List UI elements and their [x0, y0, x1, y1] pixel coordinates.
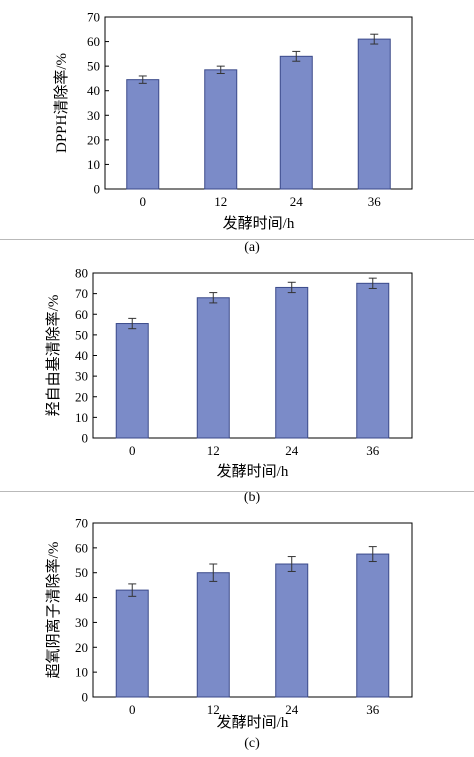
bar [196, 572, 230, 698]
y-tick-label: 10 [75, 665, 88, 680]
x-tick-label: 0 [129, 443, 136, 458]
x-tick-label: 24 [285, 443, 299, 458]
y-tick-label: 50 [75, 565, 88, 580]
y-tick-label: 50 [75, 327, 88, 342]
y-tick-label: 10 [75, 410, 88, 425]
x-tick-label: 36 [368, 194, 382, 209]
y-tick-label: 20 [75, 640, 88, 655]
y-tick-label: 20 [87, 132, 100, 147]
y-tick-label: 60 [75, 540, 88, 555]
bar [275, 286, 309, 439]
bar [357, 38, 391, 190]
bar [126, 79, 160, 190]
y-tick-label: 40 [75, 590, 88, 605]
y-tick-label: 40 [87, 83, 100, 98]
y-tick-label: 0 [82, 431, 89, 446]
y-tick-label: 70 [75, 516, 88, 531]
plot-frame [104, 16, 413, 190]
bar [204, 69, 238, 190]
y-tick-label: 70 [87, 10, 100, 25]
x-tick-label: 0 [129, 702, 136, 717]
chart-panel-b: 0 10 20 30 40 50 60 70 80 0 12 24 36 发酵时间/h 羟自由基清除率/% (… [45, 266, 413, 505]
bar [115, 589, 149, 698]
bar [356, 282, 390, 439]
panel-label: (a) [244, 240, 260, 255]
x-tick-label: 24 [285, 702, 299, 717]
y-tick-label: 40 [75, 348, 88, 363]
y-tick-label: 80 [75, 266, 88, 281]
y-tick-label: 70 [75, 286, 88, 301]
panel-divider [0, 491, 474, 492]
plot-frame [92, 522, 413, 698]
y-tick-label: 10 [87, 157, 100, 172]
y-tick-label: 30 [87, 108, 100, 123]
bar [279, 55, 313, 190]
y-axis-title: 超氧阴离子清除率/% [45, 542, 62, 679]
x-tick-label: 36 [366, 702, 380, 717]
bar [275, 563, 309, 698]
y-axis-title: 羟自由基清除率/% [45, 295, 62, 417]
panel-divider [0, 239, 474, 240]
y-tick-label: 60 [75, 307, 88, 322]
chart-panel-c: 0 10 20 30 40 50 60 70 0 12 24 36 发酵时间/h 超氧阴离子清除率/% (c… [45, 516, 413, 751]
x-axis-title: 发酵时间/h [223, 215, 295, 232]
y-tick-label: 0 [82, 690, 89, 705]
x-tick-label: 36 [366, 443, 380, 458]
x-tick-label: 12 [207, 702, 220, 717]
y-tick-label: 30 [75, 369, 88, 384]
y-tick-label: 50 [87, 59, 100, 74]
x-tick-label: 12 [214, 194, 227, 209]
x-tick-label: 24 [290, 194, 304, 209]
y-tick-label: 60 [87, 34, 100, 49]
x-tick-label: 0 [140, 194, 147, 209]
panel-label: (c) [244, 736, 260, 751]
x-axis-title: 发酵时间/h [217, 714, 289, 731]
y-tick-label: 20 [75, 389, 88, 404]
y-axis-title: DPPH清除率/% [53, 53, 70, 153]
bar [115, 323, 149, 439]
bar [196, 297, 230, 439]
y-tick-label: 0 [94, 182, 101, 197]
bar [356, 553, 390, 698]
x-axis-title: 发酵时间/h [217, 463, 289, 480]
x-tick-label: 12 [207, 443, 220, 458]
panel-label: (b) [244, 490, 261, 505]
chart-panel-a: 0 10 20 30 40 50 60 70 0 12 24 36 发酵时间/h DPPH清除率/% (a) [53, 10, 413, 255]
y-tick-label: 30 [75, 615, 88, 630]
